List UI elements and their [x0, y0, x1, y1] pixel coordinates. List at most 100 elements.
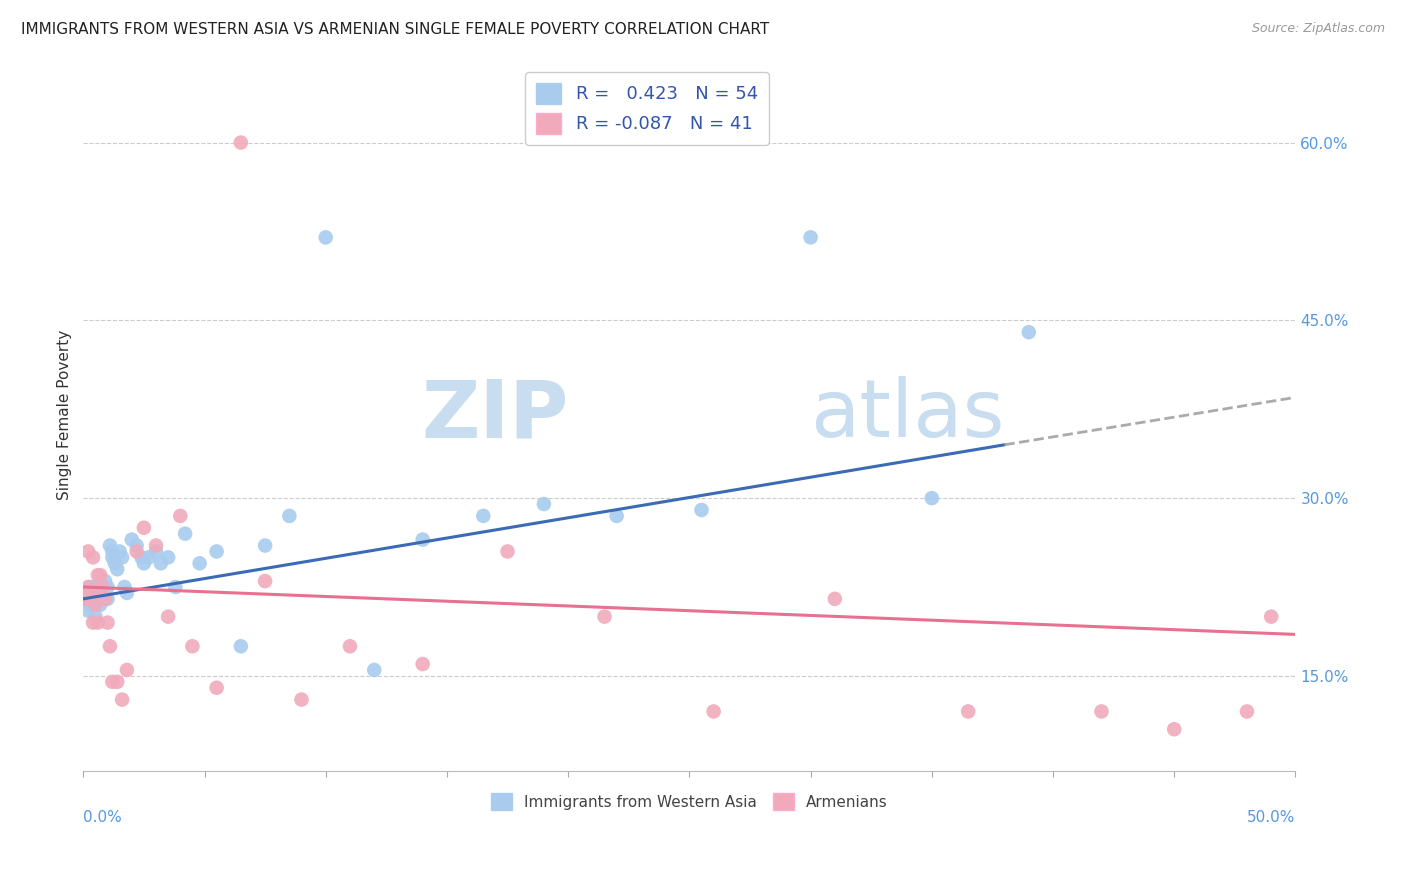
Point	[79, 586, 101, 600]
Point	[957, 705, 980, 719]
Point	[79, 598, 101, 612]
Point	[800, 230, 823, 244]
Point	[115, 586, 138, 600]
Point	[77, 604, 100, 618]
Point	[75, 591, 97, 606]
Point	[157, 609, 180, 624]
Point	[363, 663, 385, 677]
Point	[104, 557, 127, 571]
Point	[91, 580, 114, 594]
Point	[82, 598, 104, 612]
Point	[91, 591, 114, 606]
Point	[115, 663, 138, 677]
Point	[87, 615, 110, 630]
Point	[111, 692, 134, 706]
Point	[921, 491, 943, 505]
Point	[89, 568, 111, 582]
Point	[533, 497, 555, 511]
Point	[98, 640, 121, 654]
Point	[84, 586, 107, 600]
Point	[165, 580, 187, 594]
Point	[82, 586, 104, 600]
Point	[132, 557, 155, 571]
Point	[1236, 705, 1258, 719]
Point	[593, 609, 616, 624]
Point	[94, 591, 117, 606]
Point	[412, 657, 434, 671]
Point	[84, 580, 107, 594]
Point	[254, 574, 277, 588]
Point	[1260, 609, 1282, 624]
Point	[188, 557, 211, 571]
Point	[87, 586, 110, 600]
Point	[315, 230, 337, 244]
Point	[121, 533, 143, 547]
Point	[84, 609, 107, 624]
Point	[205, 681, 228, 695]
Point	[105, 562, 128, 576]
Point	[132, 521, 155, 535]
Y-axis label: Single Female Poverty: Single Female Poverty	[58, 330, 72, 500]
Point	[101, 550, 124, 565]
Point	[96, 580, 118, 594]
Point	[77, 586, 100, 600]
Point	[75, 591, 97, 606]
Point	[79, 580, 101, 594]
Point	[125, 539, 148, 553]
Point	[138, 550, 160, 565]
Point	[824, 591, 846, 606]
Point	[690, 503, 713, 517]
Point	[89, 598, 111, 612]
Point	[496, 544, 519, 558]
Point	[145, 539, 167, 553]
Point	[96, 615, 118, 630]
Point	[157, 550, 180, 565]
Point	[1090, 705, 1112, 719]
Point	[412, 533, 434, 547]
Point	[606, 508, 628, 523]
Point	[290, 692, 312, 706]
Point	[79, 591, 101, 606]
Point	[174, 526, 197, 541]
Point	[149, 557, 172, 571]
Point	[229, 640, 252, 654]
Point	[77, 580, 100, 594]
Point	[89, 591, 111, 606]
Point	[339, 640, 361, 654]
Point	[229, 136, 252, 150]
Point	[254, 539, 277, 553]
Text: 0.0%: 0.0%	[83, 810, 122, 825]
Point	[87, 591, 110, 606]
Point	[91, 580, 114, 594]
Point	[96, 591, 118, 606]
Point	[87, 568, 110, 582]
Point	[108, 544, 131, 558]
Point	[101, 544, 124, 558]
Point	[114, 580, 136, 594]
Point	[84, 598, 107, 612]
Point	[703, 705, 725, 719]
Point	[105, 674, 128, 689]
Point	[205, 544, 228, 558]
Point	[278, 508, 301, 523]
Point	[145, 544, 167, 558]
Point	[181, 640, 204, 654]
Point	[101, 674, 124, 689]
Point	[82, 550, 104, 565]
Text: Source: ZipAtlas.com: Source: ZipAtlas.com	[1251, 22, 1385, 36]
Point	[94, 574, 117, 588]
Text: IMMIGRANTS FROM WESTERN ASIA VS ARMENIAN SINGLE FEMALE POVERTY CORRELATION CHART: IMMIGRANTS FROM WESTERN ASIA VS ARMENIAN…	[21, 22, 769, 37]
Point	[472, 508, 495, 523]
Point	[131, 550, 153, 565]
Point	[77, 544, 100, 558]
Point	[1163, 723, 1185, 737]
Point	[125, 544, 148, 558]
Point	[169, 508, 191, 523]
Point	[82, 615, 104, 630]
Legend: Immigrants from Western Asia, Armenians: Immigrants from Western Asia, Armenians	[485, 787, 894, 816]
Point	[111, 550, 134, 565]
Point	[1018, 325, 1040, 339]
Text: ZIP: ZIP	[420, 376, 568, 454]
Point	[79, 591, 101, 606]
Point	[84, 591, 107, 606]
